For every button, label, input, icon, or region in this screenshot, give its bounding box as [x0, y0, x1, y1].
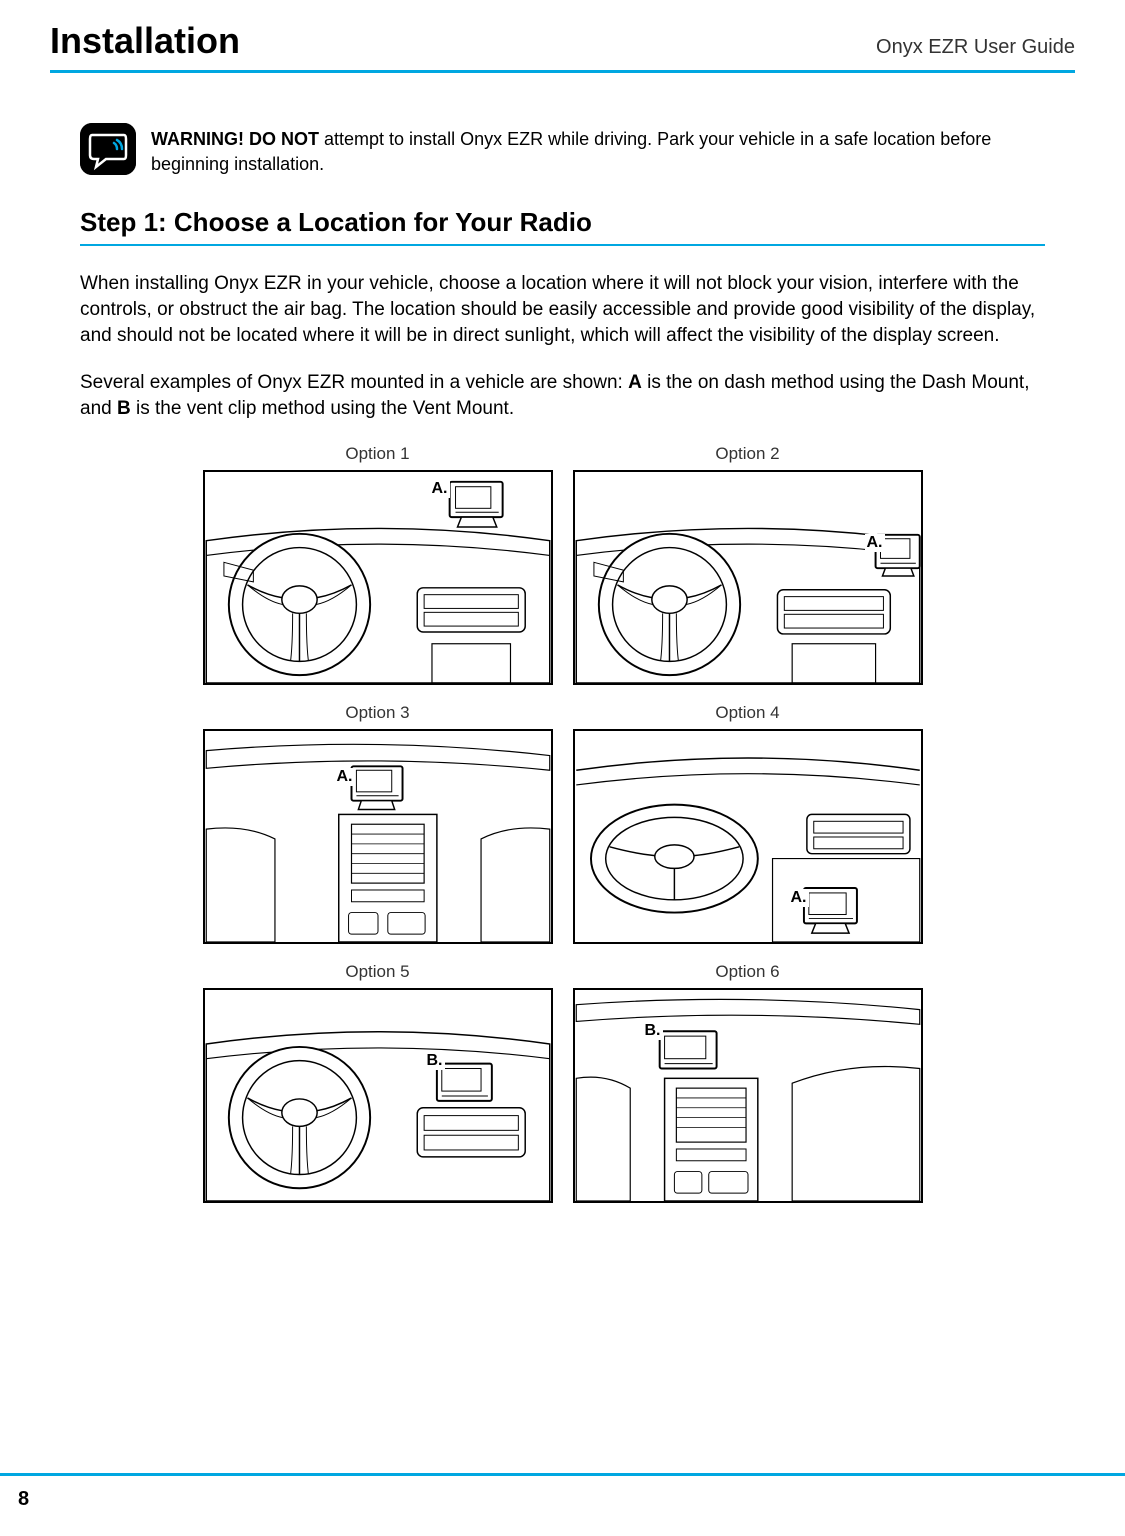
option-3-device-label: A. — [335, 768, 355, 786]
paragraph-2: Several examples of Onyx EZR mounted in … — [80, 370, 1045, 421]
option-1-device-label: A. — [430, 480, 450, 498]
warning-prefix: WARNING! DO NOT — [151, 129, 319, 149]
option-2: Option 2 A. — [573, 444, 923, 685]
option-4-illustration: A. — [573, 729, 923, 944]
option-6-label: Option 6 — [715, 962, 779, 982]
step-divider — [80, 244, 1045, 246]
options-grid: Option 1 — [50, 444, 1075, 1203]
option-2-illustration: A. — [573, 470, 923, 685]
option-5-label: Option 5 — [345, 962, 409, 982]
option-2-label: Option 2 — [715, 444, 779, 464]
header: Installation Onyx EZR User Guide — [50, 20, 1075, 70]
option-1: Option 1 — [203, 444, 553, 685]
page-number: 8 — [18, 1488, 29, 1511]
footer-divider — [0, 1473, 1125, 1476]
guide-name: Onyx EZR User Guide — [876, 36, 1075, 59]
option-1-illustration: A. — [203, 470, 553, 685]
option-6-device-label: B. — [643, 1022, 663, 1040]
header-divider — [50, 70, 1075, 73]
option-5-illustration: B. — [203, 988, 553, 1203]
option-4-label: Option 4 — [715, 703, 779, 723]
p2-bold-a: A — [628, 372, 642, 393]
option-5: Option 5 B. — [203, 962, 553, 1203]
p2-text-1: Several examples of Onyx EZR mounted in … — [80, 372, 628, 393]
option-5-device-label: B. — [425, 1052, 445, 1070]
option-3: Option 3 — [203, 703, 553, 944]
paragraph-1: When installing Onyx EZR in your vehicle… — [80, 271, 1045, 348]
option-6-illustration: B. — [573, 988, 923, 1203]
step-heading: Step 1: Choose a Location for Your Radio — [80, 207, 1045, 238]
option-2-device-label: A. — [865, 534, 885, 552]
option-4-device-label: A. — [789, 889, 809, 907]
option-1-label: Option 1 — [345, 444, 409, 464]
warning-text: WARNING! DO NOT attempt to install Onyx … — [151, 123, 1045, 177]
option-6: Option 6 B. — [573, 962, 923, 1203]
option-3-illustration: A. — [203, 729, 553, 944]
p2-bold-b: B — [117, 398, 131, 419]
section-title: Installation — [50, 20, 240, 62]
warning-callout: WARNING! DO NOT attempt to install Onyx … — [80, 123, 1045, 177]
speech-bubble-icon — [80, 123, 136, 175]
p2-text-3: is the vent clip method using the Vent M… — [131, 398, 514, 419]
option-4: Option 4 A. — [573, 703, 923, 944]
option-3-label: Option 3 — [345, 703, 409, 723]
